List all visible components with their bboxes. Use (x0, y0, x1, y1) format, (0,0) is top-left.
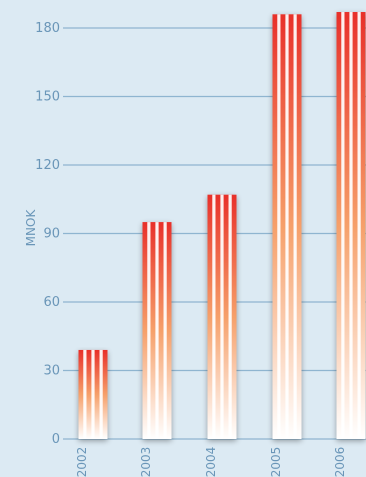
bar-stripe-2006-2 (357, 12, 361, 440)
bar-stripe-2003-1 (155, 222, 159, 439)
bar-stripe-2004-0 (212, 194, 216, 439)
y-tick-label-30: 30 (43, 364, 60, 379)
bar-2002 (78, 349, 108, 439)
bar-stripe-2002-1 (91, 349, 95, 439)
bar-stripe-2003-0 (147, 222, 151, 439)
bar-stripe-2004-2 (228, 194, 232, 439)
y-tick-label-0: 0 (52, 432, 60, 447)
y-tick-label-60: 60 (43, 295, 60, 310)
bar-2005 (272, 14, 302, 440)
bar-2004 (207, 194, 237, 439)
x-tick-label-2005: 2005 (269, 447, 283, 477)
bar-2003 (142, 222, 172, 439)
bar-stripe-2002-0 (83, 349, 87, 439)
x-tick-label-2003: 2003 (139, 447, 153, 477)
bar-stripe-2005-2 (293, 14, 297, 440)
bar-2006 (336, 12, 366, 440)
bar-stripe-2004-1 (220, 194, 224, 439)
bar-stripe-2002-2 (99, 349, 103, 439)
bar-stripe-2003-2 (163, 222, 167, 439)
bar-stripe-2005-1 (285, 14, 289, 440)
y-tick-label-180: 180 (35, 21, 60, 36)
x-tick-label-2004: 2004 (204, 447, 218, 477)
bar-stripe-2005-0 (277, 14, 281, 440)
y-tick-label-120: 120 (35, 158, 60, 173)
y-axis-title: MNOK (24, 209, 38, 247)
y-tick-label-150: 150 (35, 90, 60, 105)
x-tick-label-2002: 2002 (75, 447, 89, 477)
labels: 0 30 60 90 120 150 180 2002 2003 2004 2005 2006 (35, 21, 347, 477)
bar-stripe-2006-1 (349, 12, 353, 440)
bar-stripe-2006-0 (341, 12, 345, 440)
x-tick-label-2006: 2006 (333, 447, 347, 477)
bars (78, 12, 366, 440)
y-tick-label-90: 90 (43, 227, 60, 242)
